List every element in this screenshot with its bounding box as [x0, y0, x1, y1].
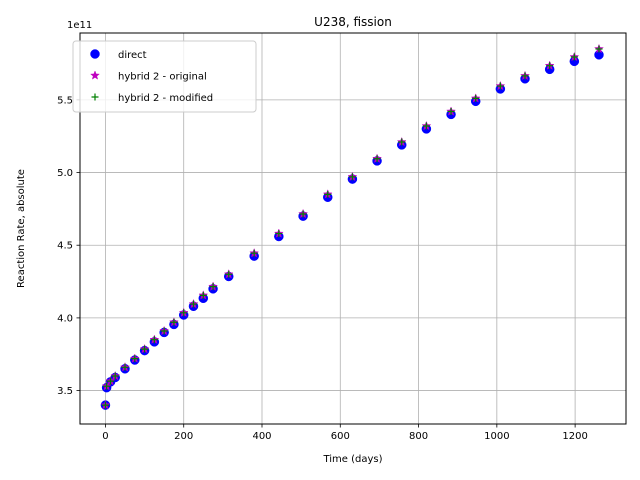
data-point — [398, 138, 406, 146]
grid — [80, 33, 626, 424]
legend-marker — [91, 93, 99, 101]
data-point — [101, 401, 109, 409]
data-point — [546, 62, 554, 70]
series-3-points — [101, 45, 603, 409]
data-point — [348, 173, 356, 181]
plot-frame — [79, 32, 627, 425]
data-point — [209, 283, 217, 291]
data-point — [190, 300, 198, 308]
data-point — [170, 318, 178, 326]
x-tick-label: 1200 — [562, 431, 587, 442]
data-point — [496, 82, 504, 90]
data-point — [275, 230, 283, 238]
x-tick-label: 0 — [102, 431, 108, 442]
data-point — [299, 210, 307, 218]
y-tick-label: 5.0 — [57, 168, 73, 179]
data-point — [447, 107, 455, 115]
data-point — [121, 363, 129, 371]
x-tick-label: 800 — [409, 431, 428, 442]
x-tick-label: 1000 — [484, 431, 509, 442]
legend-box — [72, 40, 257, 113]
x-tick-label: 200 — [174, 431, 193, 442]
data-point — [373, 155, 381, 163]
y-tick-label: 4.0 — [57, 313, 73, 324]
data-point — [131, 355, 139, 363]
y-tick-label: 4.5 — [57, 241, 73, 252]
data-point — [111, 372, 119, 380]
chart-title: U238, fission — [314, 15, 392, 29]
y-tick-label: 5.5 — [57, 95, 73, 106]
data-point — [103, 382, 111, 390]
data-point — [595, 45, 603, 53]
x-tick-label: 400 — [252, 431, 271, 442]
ticks: 0 200 400 600 800 1000 1200 3.5 4.0 4.5 5.0 5.5 — [57, 95, 588, 442]
y-axis-label: Reaction Rate, absolute — [16, 169, 27, 288]
legend-marker — [90, 70, 100, 80]
x-axis-label: Time (days) — [322, 454, 382, 465]
x-tick-label: 600 — [331, 431, 350, 442]
data-point — [107, 377, 115, 385]
y-axis-offset-label: 1e11 — [67, 20, 92, 31]
legend-marker — [90, 49, 100, 59]
legend-label: hybrid 2 - original — [118, 72, 207, 83]
data-point — [324, 190, 332, 198]
y-tick-label: 3.5 — [57, 386, 73, 397]
legend-label: hybrid 2 - modified — [118, 93, 213, 104]
data-point — [160, 327, 168, 335]
data-point — [225, 270, 233, 278]
series-layer — [100, 43, 604, 410]
data-point — [250, 249, 258, 257]
legend-label: direct — [118, 50, 147, 61]
data-point — [521, 72, 529, 80]
data-point — [180, 309, 188, 317]
data-point — [472, 94, 480, 102]
data-point — [199, 291, 207, 299]
data-point — [141, 345, 149, 353]
data-point — [150, 336, 158, 344]
data-point — [422, 122, 430, 130]
legend: direct hybrid 2 - original hybrid 2 - modi… — [72, 40, 257, 113]
data-point — [570, 53, 578, 61]
